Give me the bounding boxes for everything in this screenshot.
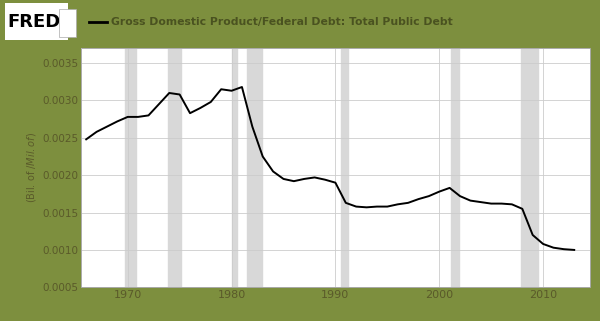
Bar	[247, 48, 262, 287]
Text: FRED: FRED	[7, 13, 61, 31]
Bar	[125, 48, 136, 287]
Text: Gross Domestic Product/Federal Debt: Total Public Debt: Gross Domestic Product/Federal Debt: Tot…	[111, 17, 453, 27]
FancyBboxPatch shape	[5, 4, 68, 40]
Bar	[341, 48, 349, 287]
Bar	[451, 48, 459, 287]
Bar	[521, 48, 538, 287]
FancyBboxPatch shape	[59, 9, 76, 37]
Bar	[169, 48, 181, 287]
Y-axis label: (Bil. of $/Mil. of $): (Bil. of $/Mil. of $)	[25, 132, 38, 203]
Bar	[232, 48, 237, 287]
